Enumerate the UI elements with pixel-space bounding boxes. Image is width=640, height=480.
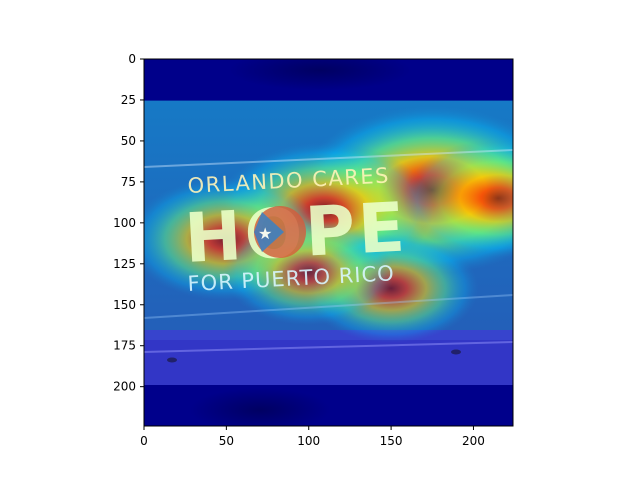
y-tick-label: 175 <box>113 339 136 353</box>
x-tick-label: 0 <box>140 434 148 448</box>
svg-text:★: ★ <box>258 224 272 243</box>
floor-edge <box>144 341 513 353</box>
top-deep-shadow <box>230 59 410 90</box>
floor-light <box>167 357 177 363</box>
y-tick-label: 25 <box>121 93 136 107</box>
y-tick-label: 150 <box>113 298 136 312</box>
y-tick-label: 50 <box>121 134 136 148</box>
plot-area: ORLANDO CARES HOPE ★ FOR PUERTO RICO <box>144 59 513 426</box>
sign-bottom-edge <box>144 294 513 319</box>
heatmap-lower-band <box>144 330 513 385</box>
plot-frame <box>143 58 514 427</box>
x-tick-label: 50 <box>219 434 234 448</box>
y-tick-label: 75 <box>121 175 136 189</box>
x-tick-label: 100 <box>297 434 320 448</box>
y-tick-label: 100 <box>113 216 136 230</box>
x-tick-label: 150 <box>380 434 403 448</box>
bottom-deep-shadow <box>190 388 330 426</box>
y-axis: 0 25 50 75 100 125 150 175 200 <box>113 52 144 394</box>
sign-photo: ORLANDO CARES HOPE ★ FOR PUERTO RICO <box>144 149 513 363</box>
heatmap-hotspot <box>403 139 513 258</box>
y-tick-label: 200 <box>113 380 136 394</box>
y-tick-label: 125 <box>113 257 136 271</box>
x-tick-label: 200 <box>462 434 485 448</box>
puerto-rico-flag-icon: ★ <box>254 206 306 258</box>
sign-top-edge <box>144 149 513 168</box>
floor-light <box>451 349 461 355</box>
y-tick-label: 0 <box>128 52 136 66</box>
x-axis: 0 50 100 150 200 <box>140 426 485 448</box>
